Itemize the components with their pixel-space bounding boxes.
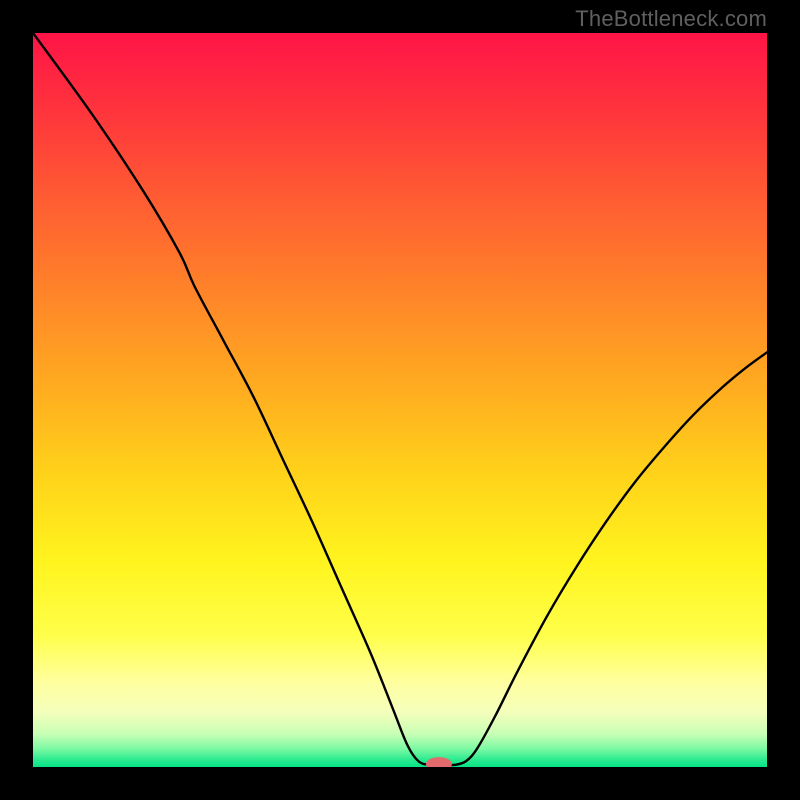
chart-frame: TheBottleneck.com: [0, 0, 800, 800]
plot-area: [33, 33, 767, 767]
gradient-background: [33, 33, 767, 767]
watermark-text: TheBottleneck.com: [575, 6, 767, 32]
plot-svg: [33, 33, 767, 767]
